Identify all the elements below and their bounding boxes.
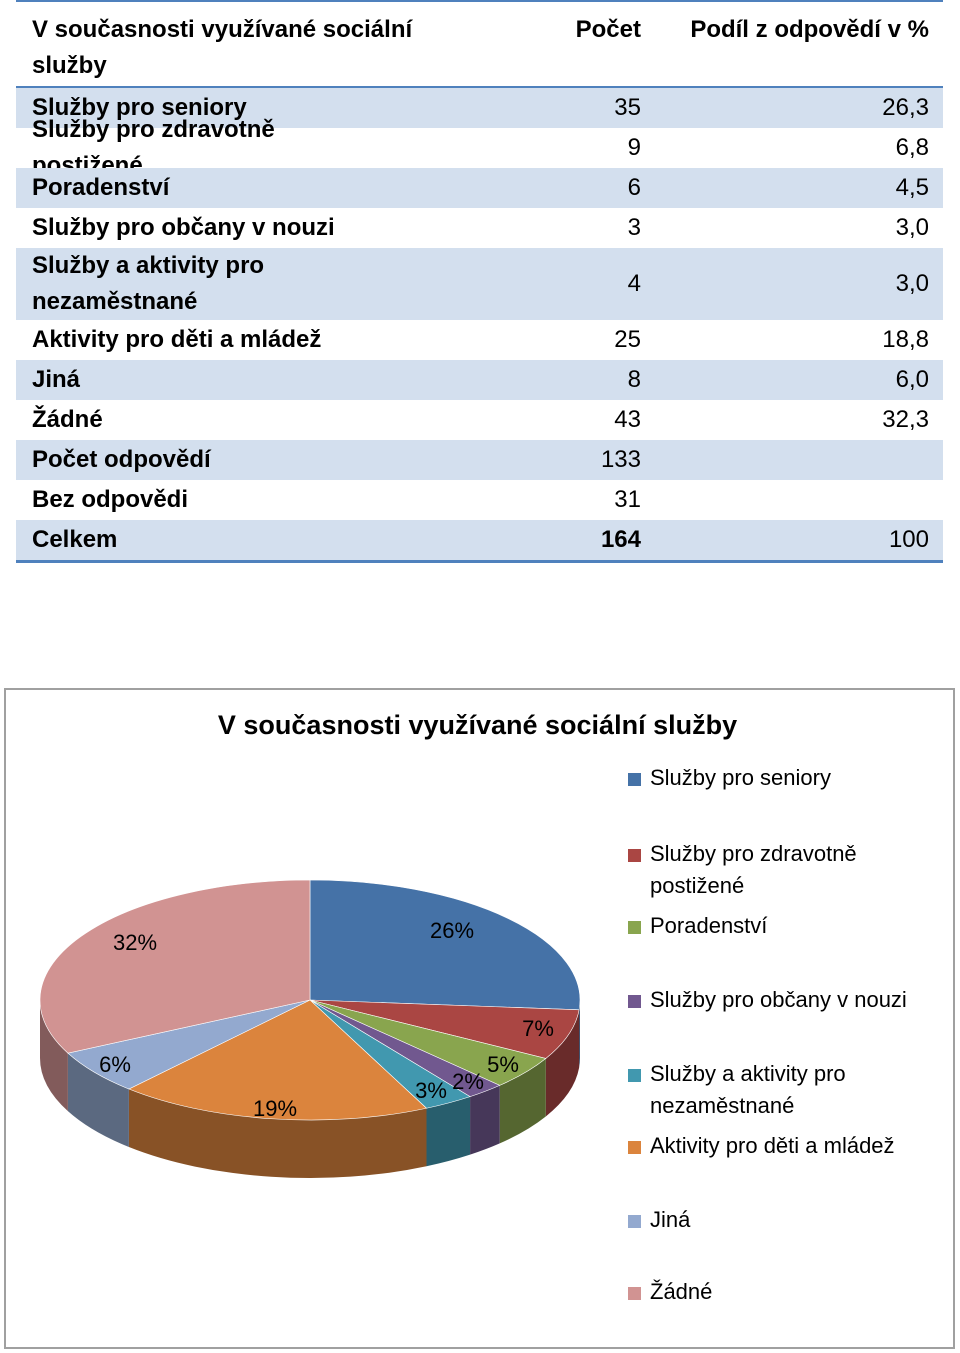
legend-label: Služby pro občany v nouzi xyxy=(650,987,907,1012)
row-label: Žádné xyxy=(32,406,103,433)
row-share: 3,0 xyxy=(895,270,929,297)
pie-slice xyxy=(309,879,581,1011)
legend-swatch xyxy=(628,849,641,862)
table-row: Poradenství 6 4,5 xyxy=(16,168,943,208)
legend-label: Služby pro zdravotně postižené xyxy=(650,841,857,898)
row-count: 43 xyxy=(614,406,641,433)
row-count: 31 xyxy=(614,486,641,513)
pie-data-label: 5% xyxy=(487,1052,519,1077)
row-share: 18,8 xyxy=(882,326,929,353)
row-label: Služby pro seniory xyxy=(32,94,247,121)
row-label: Jiná xyxy=(32,366,81,393)
legend-label: Služby a aktivity pro nezaměstnané xyxy=(650,1061,846,1118)
row-count: 164 xyxy=(600,526,641,553)
chart-title: V současnosti využívané sociální služby xyxy=(217,710,738,740)
pie-slice-side xyxy=(128,1089,427,1179)
row-count: 4 xyxy=(627,270,641,297)
table-row: Služby pro seniory 35 26,3 xyxy=(16,88,943,128)
pie-slice xyxy=(128,999,428,1121)
pie-data-label: 3% xyxy=(415,1078,447,1103)
legend-swatch xyxy=(628,1287,641,1300)
table-row: Počet odpovědí 133 xyxy=(16,440,943,480)
row-count: 8 xyxy=(627,366,641,393)
row-share: 4,5 xyxy=(895,174,929,201)
row-label: Celkem xyxy=(32,526,118,553)
pie-slice xyxy=(309,999,580,1059)
row-share: 100 xyxy=(888,526,929,553)
pie-slice-side xyxy=(545,1009,580,1117)
row-label: Bez odpovědi xyxy=(32,486,189,513)
pie-data-label: 19% xyxy=(253,1096,297,1121)
table-row: Žádné 43 32,3 xyxy=(16,400,943,440)
pie-slice xyxy=(39,879,311,1054)
legend-swatch xyxy=(628,1141,641,1154)
row-count: 3 xyxy=(627,214,641,241)
row-count: 9 xyxy=(627,134,641,161)
pie-data-label: 32% xyxy=(113,930,157,955)
row-share: 32,3 xyxy=(882,406,929,433)
row-share: 6,0 xyxy=(895,366,929,393)
legend-label: Poradenství xyxy=(650,913,768,938)
row-count: 6 xyxy=(627,174,641,201)
row-label: Služby pro občany v nouzi xyxy=(32,214,335,241)
legend-label: Aktivity pro děti a mládež xyxy=(650,1133,895,1158)
table-row: Bez odpovědi 31 xyxy=(16,480,943,520)
legend-swatch xyxy=(628,1215,641,1228)
header-services: V současnosti využívané sociální služby xyxy=(32,16,413,79)
table-row: Jiná 8 6,0 xyxy=(16,360,943,400)
table-row: Aktivity pro děti a mládež 25 18,8 xyxy=(16,320,943,360)
row-share: 3,0 xyxy=(895,214,929,241)
header-count: Počet xyxy=(575,16,641,43)
row-count: 25 xyxy=(614,326,641,353)
pie-slice-side xyxy=(426,1096,471,1167)
row-label: Služby a aktivity pro nezaměstnané xyxy=(32,252,265,315)
legend-swatch xyxy=(628,1069,641,1082)
legend-swatch xyxy=(628,921,641,934)
pie-slice-side xyxy=(67,1053,129,1148)
pie-data-label: 7% xyxy=(522,1016,554,1041)
table-row-total: Celkem 164 100 xyxy=(16,520,943,563)
row-share: 26,3 xyxy=(882,94,929,121)
legend-swatch xyxy=(628,773,641,786)
legend-label: Jiná xyxy=(650,1207,691,1232)
header-share: Podíl z odpovědí v % xyxy=(690,16,929,43)
legend-label: Žádné xyxy=(650,1279,713,1304)
row-count: 35 xyxy=(614,94,641,121)
row-share: 6,8 xyxy=(895,134,929,161)
pie-slice-side xyxy=(579,1000,580,1068)
services-table: V současnosti využívané sociální služby … xyxy=(16,0,943,563)
table-row: Služby pro občany v nouzi 3 3,0 xyxy=(16,208,943,248)
pie-data-label: 26% xyxy=(430,918,474,943)
table-header: V současnosti využívané sociální služby … xyxy=(16,0,943,88)
row-label: Aktivity pro děti a mládež xyxy=(32,326,322,353)
pie-data-label: 6% xyxy=(99,1052,131,1077)
legend-swatch xyxy=(628,995,641,1008)
table-row: Služby a aktivity pro nezaměstnané 4 3,0 xyxy=(16,248,943,320)
pie-slice-side xyxy=(499,1058,546,1144)
row-label: Počet odpovědí xyxy=(32,446,211,473)
row-count: 133 xyxy=(600,446,641,473)
legend-label: Služby pro seniory xyxy=(650,765,831,790)
pie-slice-side xyxy=(470,1085,500,1155)
pie-data-label: 2% xyxy=(452,1069,484,1094)
row-label: Poradenství xyxy=(32,174,170,201)
